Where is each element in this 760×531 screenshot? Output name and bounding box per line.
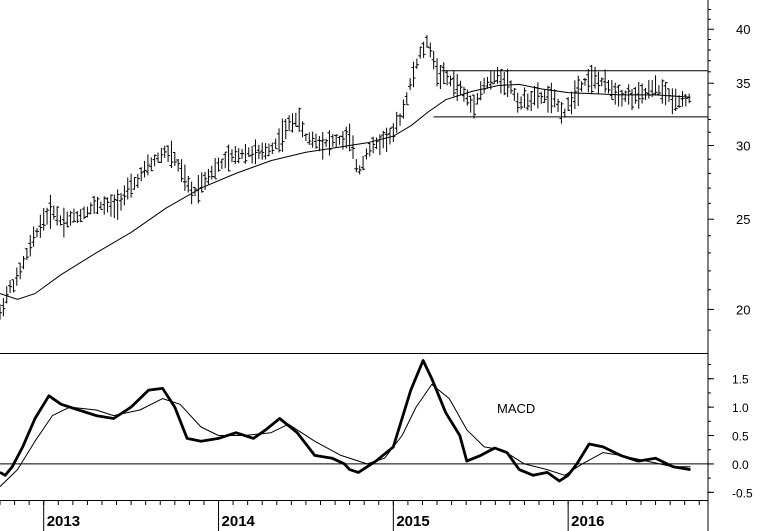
macd-tick-label: 1.5: [732, 373, 749, 387]
macd-y-axis: 1.5 1.0 0.5 0.0 -0.5: [708, 364, 753, 500]
time-x-axis: 2013 2014 2015 2016: [0, 501, 700, 531]
price-tick-label: 30: [736, 139, 750, 154]
year-tick-label: 2015: [396, 513, 429, 530]
macd-panel: [0, 359, 708, 487]
price-tick-label: 40: [736, 22, 750, 37]
macd-tick-label: 0.0: [732, 458, 749, 472]
price-tick-label: 35: [736, 76, 750, 91]
signal-line: [0, 383, 691, 487]
macd-tick-label: 1.0: [732, 401, 749, 415]
year-tick-label: 2016: [571, 513, 604, 530]
year-tick-label: 2013: [47, 513, 80, 530]
moving-average-line: [0, 83, 691, 300]
macd-label: MACD: [497, 401, 535, 416]
chart-frame: [0, 0, 709, 531]
macd-line: [0, 359, 691, 483]
price-tick-label: 20: [736, 302, 750, 317]
macd-tick-label: -0.5: [732, 486, 753, 500]
price-tick-label: 25: [736, 212, 750, 227]
macd-tick-label: 0.5: [732, 430, 749, 444]
year-tick-label: 2014: [222, 513, 256, 530]
price-y-axis: 40 35 30 25 20: [708, 9, 750, 331]
price-panel: [0, 35, 708, 320]
